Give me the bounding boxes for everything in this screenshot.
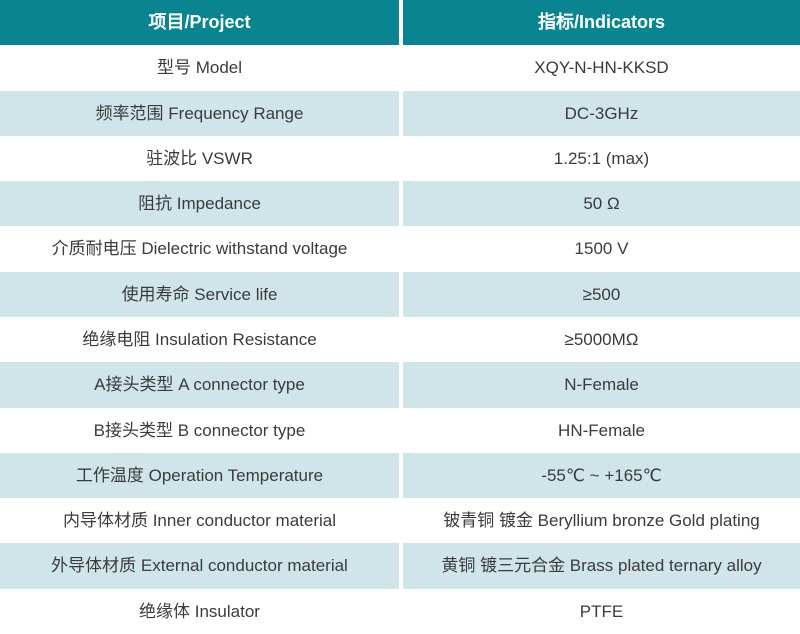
indicator-cell: 1500 V bbox=[403, 226, 800, 272]
indicator-cell: N-Female bbox=[403, 362, 800, 408]
project-cell: 型号 Model bbox=[0, 45, 399, 91]
table-row: 绝缘体 Insulator PTFE bbox=[0, 588, 800, 634]
header-indicators: 指标/Indicators bbox=[403, 0, 800, 46]
table-row: 频率范围 Frequency Range DC-3GHz bbox=[0, 90, 800, 136]
indicator-cell: XQY-N-HN-KKSD bbox=[403, 45, 800, 91]
table-row: 工作温度 Operation Temperature -55℃ ~ +165℃ bbox=[0, 452, 800, 499]
indicator-cell: 铍青铜 镀金 Beryllium bronze Gold plating bbox=[403, 498, 800, 544]
project-cell: 内导体材质 Inner conductor material bbox=[0, 498, 399, 544]
project-cell: 驻波比 VSWR bbox=[0, 135, 399, 182]
project-cell: 绝缘体 Insulator bbox=[0, 588, 399, 634]
project-cell: 频率范围 Frequency Range bbox=[0, 90, 399, 136]
table-row: 外导体材质 External conductor material 黄铜 镀三元… bbox=[0, 543, 800, 589]
table-row: 型号 Model XQY-N-HN-KKSD bbox=[0, 45, 800, 91]
table-row: A接头类型 A connector type N-Female bbox=[0, 362, 800, 408]
project-cell: A接头类型 A connector type bbox=[0, 362, 399, 408]
project-cell: 介质耐电压 Dielectric withstand voltage bbox=[0, 226, 399, 272]
table-row: 使用寿命 Service life ≥500 bbox=[0, 271, 800, 317]
table-row: 介质耐电压 Dielectric withstand voltage 1500 … bbox=[0, 226, 800, 272]
indicator-cell: ≥500 bbox=[403, 271, 800, 317]
project-cell: 使用寿命 Service life bbox=[0, 271, 399, 317]
project-cell: 外导体材质 External conductor material bbox=[0, 543, 399, 589]
header-project: 项目/Project bbox=[0, 0, 399, 46]
indicator-cell: PTFE bbox=[403, 588, 800, 634]
indicator-cell: HN-Female bbox=[403, 407, 800, 453]
table-row: 阻抗 Impedance 50 Ω bbox=[0, 181, 800, 227]
indicator-cell: DC-3GHz bbox=[403, 90, 800, 136]
table-header-row: 项目/Project 指标/Indicators bbox=[0, 0, 800, 46]
indicator-cell: ≥5000MΩ bbox=[403, 316, 800, 363]
table-row: 内导体材质 Inner conductor material 铍青铜 镀金 Be… bbox=[0, 498, 800, 544]
indicator-cell: -55℃ ~ +165℃ bbox=[403, 452, 800, 499]
project-cell: 工作温度 Operation Temperature bbox=[0, 452, 399, 499]
table-row: B接头类型 B connector type HN-Female bbox=[0, 407, 800, 453]
project-cell: 阻抗 Impedance bbox=[0, 181, 399, 227]
indicator-cell: 50 Ω bbox=[403, 181, 800, 227]
table-row: 绝缘电阻 Insulation Resistance ≥5000MΩ bbox=[0, 316, 800, 363]
project-cell: 绝缘电阻 Insulation Resistance bbox=[0, 316, 399, 363]
table-row: 驻波比 VSWR 1.25:1 (max) bbox=[0, 135, 800, 182]
indicator-cell: 黄铜 镀三元合金 Brass plated ternary alloy bbox=[403, 543, 800, 589]
indicator-cell: 1.25:1 (max) bbox=[403, 135, 800, 182]
project-cell: B接头类型 B connector type bbox=[0, 407, 399, 453]
